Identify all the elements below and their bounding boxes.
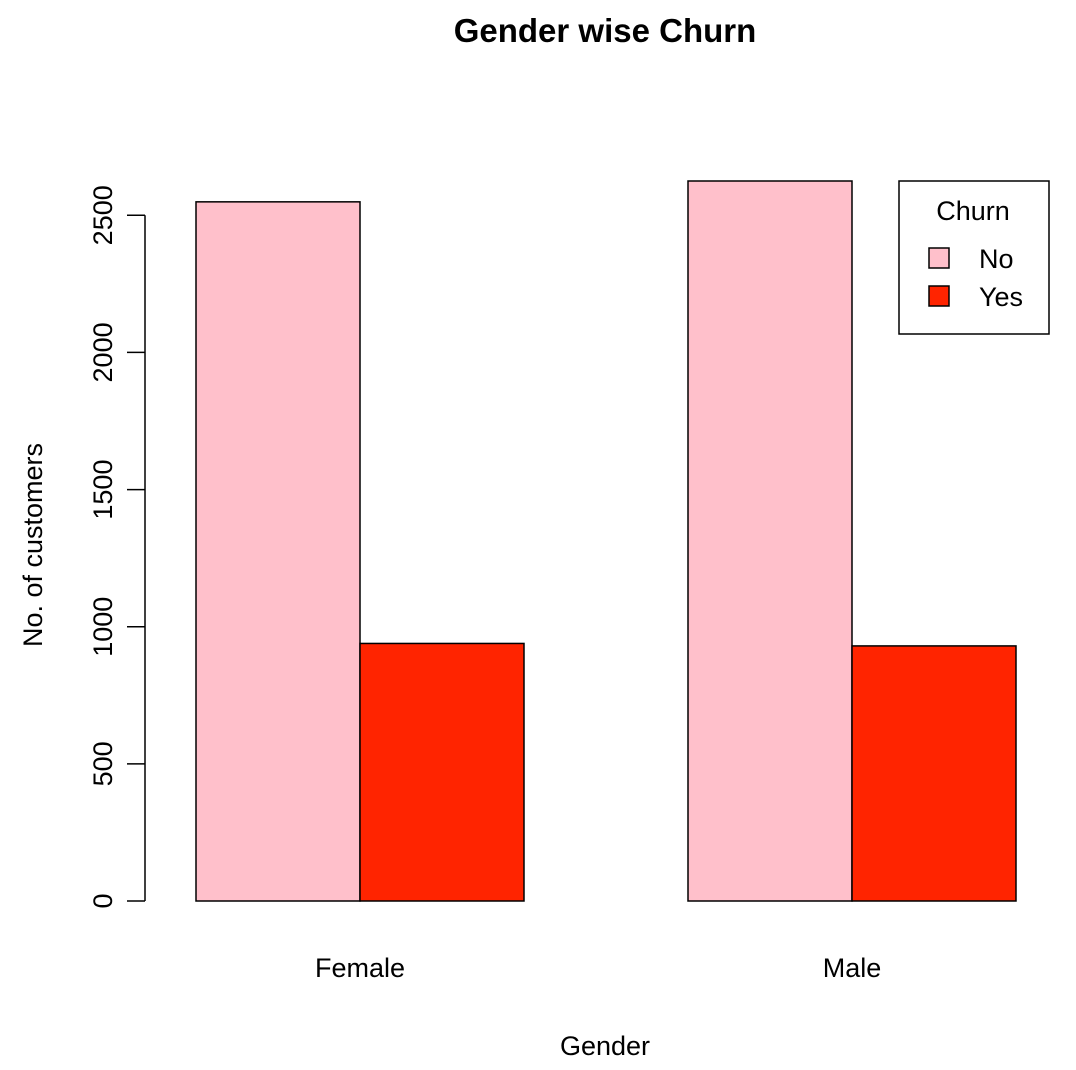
legend-title: Churn	[936, 196, 1010, 226]
y-tick-label: 500	[88, 741, 118, 786]
chart-title: Gender wise Churn	[454, 12, 757, 49]
x-category-label: Female	[315, 953, 405, 983]
bar-male-yes	[851, 645, 1017, 902]
bars	[195, 180, 1017, 902]
y-tick-label: 1000	[88, 597, 118, 657]
bar-female-yes	[359, 642, 525, 902]
legend-label-yes: Yes	[979, 282, 1023, 312]
legend-box	[898, 180, 1050, 335]
bar-male-no	[687, 180, 853, 902]
legend-swatch-yes	[928, 285, 950, 307]
legend: Churn No Yes	[898, 180, 1050, 335]
bar-female-no	[195, 201, 361, 902]
y-tick-label: 2000	[88, 322, 118, 382]
y-tick-label: 0	[88, 893, 118, 908]
x-axis-label: Gender	[560, 1031, 650, 1061]
y-tick-label: 1500	[88, 460, 118, 520]
y-axis: 0 500 1000 1500 2000 2500	[88, 185, 146, 909]
x-category-label: Male	[823, 953, 882, 983]
y-axis-label: No. of customers	[18, 443, 48, 647]
legend-swatch-no	[928, 247, 950, 269]
legend-label-no: No	[979, 244, 1014, 274]
y-tick-label: 2500	[88, 185, 118, 245]
x-category-labels: Female Male	[315, 953, 881, 983]
